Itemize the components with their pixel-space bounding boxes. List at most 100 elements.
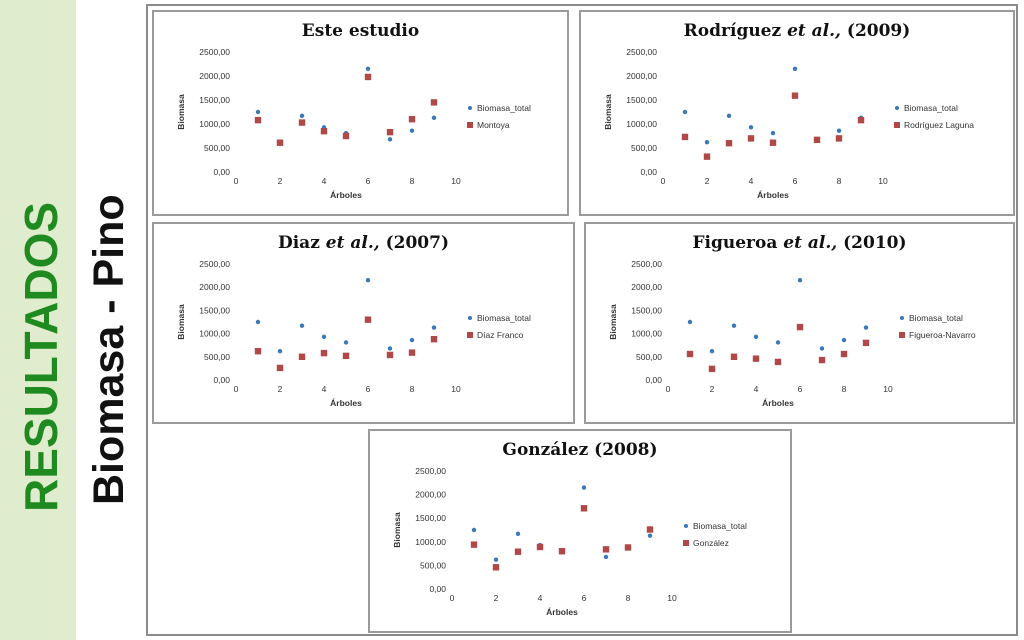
series-montoya: [254, 73, 438, 146]
y-tick-label: 1000,00: [199, 119, 230, 129]
y-tick-label: 1000,00: [626, 119, 657, 129]
x-tick-label: 0: [450, 593, 455, 603]
legend: Biomasa_total Rodríguez Laguna: [894, 103, 974, 130]
data-point-rodriguez-laguna: [681, 133, 689, 141]
y-tick-label: 1000,00: [631, 329, 662, 339]
data-point-biomasa-total: [515, 531, 521, 536]
data-point-montoya: [320, 128, 328, 135]
x-tick-label: 2: [494, 593, 499, 603]
data-point-rodriguez-laguna: [703, 153, 711, 160]
chart-panel-diaz: Diaz et al., (2007) 0,00 500,00 1000,00 1500…: [152, 222, 575, 424]
chart-title-part: Figueroa: [692, 233, 783, 253]
x-tick-label: 2: [278, 384, 283, 394]
chart-title-part: Diaz: [278, 233, 326, 253]
scatter-chart-svg: Rodríguez et al., (2009) 0,00 500,00 1000,0…: [603, 21, 974, 200]
y-tick-label: 0,00: [213, 375, 230, 385]
data-point-figueroa-navarro: [818, 356, 826, 364]
x-tick-label: 6: [366, 176, 371, 186]
data-point-figueroa-navarro: [686, 350, 694, 358]
x-tick-label: 4: [538, 593, 543, 603]
data-point-diaz-franco: [320, 349, 328, 357]
x-tick-label: 8: [842, 384, 847, 394]
x-tick-label: 10: [667, 593, 677, 603]
x-tick-label: 6: [582, 593, 587, 603]
y-axis-label: Biomasa: [176, 94, 186, 130]
data-point-biomasa-total: [409, 128, 415, 133]
y-tick-label: 0,00: [645, 375, 662, 385]
data-point-biomasa-total: [299, 323, 305, 328]
legend-marker-diaz-franco: [467, 332, 473, 338]
legend-marker-biomasa-total: [895, 106, 899, 110]
data-point-montoya: [430, 99, 438, 106]
y-tick-label: 2500,00: [199, 259, 230, 269]
data-point-rodriguez-laguna: [769, 139, 777, 146]
data-point-montoya: [342, 132, 350, 140]
data-point-gonzalez: [536, 543, 544, 551]
data-point-biomasa-total: [731, 323, 737, 328]
legend-marker-biomasa-total: [684, 524, 688, 528]
scatter-chart-svg: González (2008) 0,00 500,00 1000,00 1500,00 2…: [392, 440, 747, 617]
chart-title-part: (2010): [837, 233, 906, 253]
chart-title-part: Rodríguez: [684, 21, 787, 41]
legend-marker-biomasa-total: [468, 106, 472, 110]
data-point-diaz-franco: [430, 335, 438, 343]
series-biomasa-total: [682, 66, 864, 145]
chart-title-part: (2007): [380, 233, 449, 253]
data-point-biomasa-total: [299, 113, 305, 119]
data-point-biomasa-total: [343, 340, 349, 345]
y-tick-label: 2000,00: [631, 282, 662, 292]
data-point-biomasa-total: [493, 557, 499, 562]
x-axis-label: Árboles: [330, 398, 362, 408]
x-tick-label: 4: [754, 384, 759, 394]
data-point-gonzalez: [470, 541, 478, 548]
y-tick-label: 2500,00: [415, 466, 446, 476]
data-point-biomasa-total: [603, 554, 609, 560]
y-tick-label: 0,00: [640, 167, 657, 177]
data-point-diaz-franco: [364, 316, 372, 323]
chart-title-part: (2009): [841, 21, 910, 41]
data-point-biomasa-total: [748, 125, 754, 130]
x-tick-label: 10: [451, 176, 461, 186]
data-point-montoya: [254, 116, 262, 124]
y-tick-label: 2000,00: [626, 71, 657, 81]
y-tick-label: 2500,00: [199, 47, 230, 57]
x-axis-label: Árboles: [546, 607, 578, 617]
chart-title: Rodríguez et al., (2009): [684, 21, 911, 41]
y-tick-label: 500,00: [204, 143, 230, 153]
x-tick-label: 8: [410, 384, 415, 394]
y-tick-label: 2000,00: [199, 282, 230, 292]
y-tick-label: 2000,00: [199, 71, 230, 81]
legend-label: Biomasa_total: [693, 521, 747, 531]
chart-title: González (2008): [502, 440, 657, 460]
x-tick-label: 10: [883, 384, 893, 394]
legend-marker-rodriguez-laguna: [894, 122, 900, 128]
y-tick-label: 2500,00: [631, 259, 662, 269]
series-biomasa-total: [255, 278, 437, 354]
chart-title-part: et al.,: [326, 233, 380, 253]
data-point-montoya: [276, 139, 284, 146]
series-rodriguez-laguna: [681, 92, 865, 160]
chart-title-part: Este estudio: [302, 21, 419, 41]
data-point-gonzalez: [580, 505, 588, 512]
y-tick-label: 1500,00: [626, 95, 657, 105]
data-point-biomasa-total: [255, 319, 261, 325]
legend-label: Rodríguez Laguna: [904, 120, 974, 130]
data-point-rodriguez-laguna: [747, 135, 755, 142]
section-subtitle: Biomasa - Pino: [85, 194, 133, 505]
data-point-diaz-franco: [254, 348, 262, 355]
data-point-montoya: [386, 128, 394, 136]
data-point-gonzalez: [646, 526, 654, 533]
data-point-figueroa-navarro: [774, 358, 782, 366]
scatter-chart-svg: Este estudio 0,00 500,00 1000,00 1500,00 2000…: [176, 21, 531, 200]
data-point-biomasa-total: [365, 278, 371, 283]
data-point-biomasa-total: [704, 140, 710, 145]
data-point-gonzalez: [514, 548, 522, 555]
data-point-biomasa-total: [277, 349, 283, 354]
chart-title: Figueroa et al., (2010): [692, 233, 906, 253]
legend-label: Biomasa_total: [477, 103, 531, 113]
data-point-rodriguez-laguna: [725, 140, 733, 147]
y-tick-label: 2500,00: [626, 47, 657, 57]
y-tick-label: 1000,00: [415, 537, 446, 547]
legend-label: Biomasa_total: [909, 313, 963, 323]
y-tick-label: 500,00: [636, 352, 662, 362]
